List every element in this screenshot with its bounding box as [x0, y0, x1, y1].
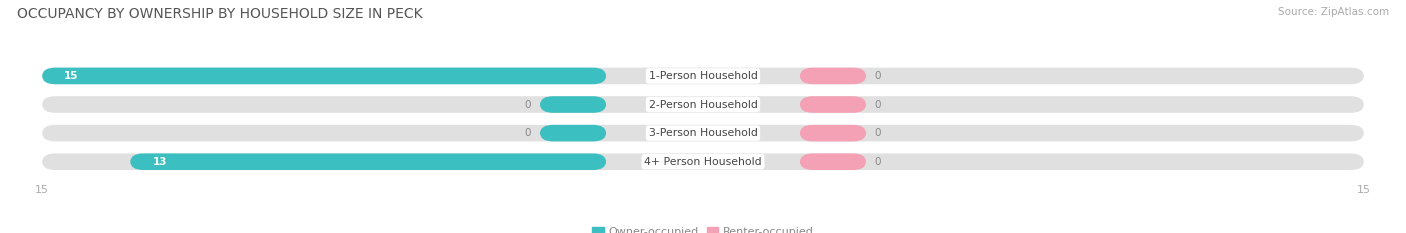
- Text: 0: 0: [875, 71, 882, 81]
- Text: 0: 0: [875, 128, 882, 138]
- FancyBboxPatch shape: [42, 96, 1364, 113]
- Text: 1-Person Household: 1-Person Household: [648, 71, 758, 81]
- FancyBboxPatch shape: [540, 125, 606, 141]
- Legend: Owner-occupied, Renter-occupied: Owner-occupied, Renter-occupied: [588, 222, 818, 233]
- Text: 4+ Person Household: 4+ Person Household: [644, 157, 762, 167]
- FancyBboxPatch shape: [800, 125, 866, 141]
- Text: 0: 0: [875, 157, 882, 167]
- Text: OCCUPANCY BY OWNERSHIP BY HOUSEHOLD SIZE IN PECK: OCCUPANCY BY OWNERSHIP BY HOUSEHOLD SIZE…: [17, 7, 422, 21]
- Text: 0: 0: [524, 99, 531, 110]
- Text: 0: 0: [875, 99, 882, 110]
- Text: 2-Person Household: 2-Person Household: [648, 99, 758, 110]
- Text: 13: 13: [152, 157, 167, 167]
- FancyBboxPatch shape: [42, 68, 1364, 84]
- FancyBboxPatch shape: [42, 68, 606, 84]
- Text: 3-Person Household: 3-Person Household: [648, 128, 758, 138]
- FancyBboxPatch shape: [131, 154, 606, 170]
- FancyBboxPatch shape: [800, 68, 866, 84]
- FancyBboxPatch shape: [800, 154, 866, 170]
- FancyBboxPatch shape: [540, 96, 606, 113]
- FancyBboxPatch shape: [42, 125, 1364, 141]
- Text: Source: ZipAtlas.com: Source: ZipAtlas.com: [1278, 7, 1389, 17]
- FancyBboxPatch shape: [42, 154, 1364, 170]
- Text: 15: 15: [65, 71, 79, 81]
- Text: 0: 0: [524, 128, 531, 138]
- FancyBboxPatch shape: [800, 96, 866, 113]
